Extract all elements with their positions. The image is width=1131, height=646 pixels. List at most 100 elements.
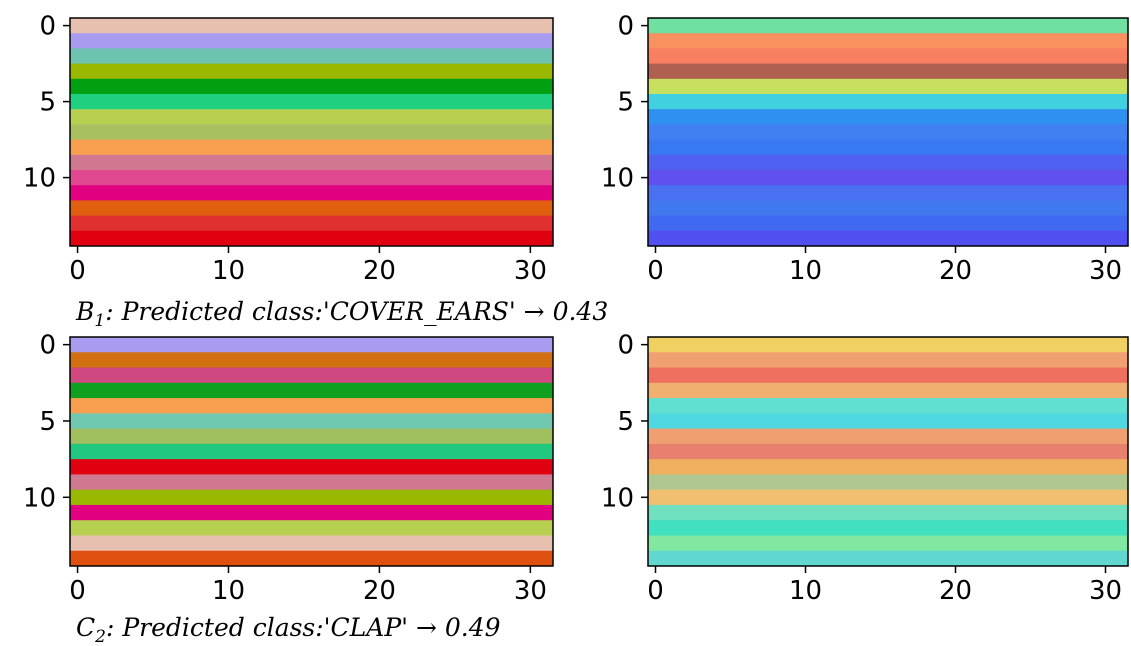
pixel-row bbox=[648, 78, 1128, 95]
pixel-row bbox=[70, 504, 553, 521]
heatmap-panel: 0 10 20 30 0 5 10 bbox=[601, 331, 1129, 606]
pixel-row bbox=[648, 504, 1128, 521]
caption-text: : Predicted class:'COVER_EARS' → 0.43 bbox=[105, 297, 608, 326]
pixel-row bbox=[70, 215, 553, 232]
pixel-row bbox=[648, 520, 1128, 536]
pixel-row bbox=[70, 474, 553, 491]
pixel-row bbox=[648, 154, 1128, 171]
pixel-row bbox=[648, 337, 1128, 353]
x-tick-label: 0 bbox=[69, 576, 86, 606]
pixel-row bbox=[648, 18, 1128, 34]
x-tick-label: 10 bbox=[212, 576, 245, 606]
pixel-row bbox=[648, 94, 1128, 110]
heatmap-panel: 0 10 20 30 0 5 10 bbox=[23, 12, 554, 286]
pixel-row bbox=[70, 170, 553, 186]
y-tick-label: 0 bbox=[617, 331, 634, 361]
pixel-row bbox=[648, 170, 1128, 186]
y-tick-label: 10 bbox=[601, 483, 634, 513]
x-tick-label: 20 bbox=[939, 256, 972, 286]
pixel-row bbox=[70, 352, 553, 369]
x-tick-label: 30 bbox=[1089, 256, 1122, 286]
pixel-row bbox=[648, 124, 1128, 141]
caption: C2: Predicted class:'CLAP' → 0.49 bbox=[76, 613, 501, 646]
pixel-row bbox=[648, 474, 1128, 491]
y-tick-label: 10 bbox=[601, 164, 634, 194]
y-tick-label: 10 bbox=[23, 483, 56, 513]
pixel-row bbox=[648, 200, 1128, 217]
x-tick-label: 10 bbox=[789, 576, 822, 606]
y-tick-label: 0 bbox=[617, 12, 634, 42]
caption-sub: 1 bbox=[94, 311, 105, 331]
x-tick-label: 30 bbox=[1089, 576, 1122, 606]
x-tick-label: 30 bbox=[514, 576, 547, 606]
frame bbox=[647, 336, 1129, 567]
pixel-row bbox=[70, 489, 553, 506]
heatmap-panel: 0 10 20 30 0 5 10 bbox=[23, 331, 554, 606]
x-tick-label: 20 bbox=[363, 256, 396, 286]
pixel-row bbox=[70, 185, 553, 201]
pixel-row bbox=[648, 535, 1128, 552]
pixel-row bbox=[648, 33, 1128, 49]
pixel-row bbox=[70, 94, 553, 110]
frame bbox=[69, 336, 554, 567]
pixel-row bbox=[70, 48, 553, 65]
pixel-row bbox=[70, 535, 553, 552]
x-tick-label: 0 bbox=[647, 576, 664, 606]
y-tick-label: 5 bbox=[39, 407, 56, 437]
pixel-row bbox=[70, 367, 553, 384]
pixel-row bbox=[648, 382, 1128, 399]
pixel-row bbox=[648, 352, 1128, 369]
pixel-row bbox=[70, 33, 553, 49]
y-tick-label: 10 bbox=[23, 164, 56, 194]
x-tick-label: 10 bbox=[212, 256, 245, 286]
pixel-row bbox=[70, 382, 553, 399]
caption-sub: 2 bbox=[94, 627, 106, 646]
pixel-row bbox=[70, 428, 553, 445]
pixel-row bbox=[70, 154, 553, 171]
pixel-row bbox=[648, 428, 1128, 445]
x-tick-label: 0 bbox=[69, 256, 86, 286]
pixel-row bbox=[648, 398, 1128, 414]
pixel-row bbox=[648, 48, 1128, 65]
pixel-row bbox=[70, 78, 553, 95]
pixel-row bbox=[70, 337, 553, 353]
pixel-row bbox=[70, 230, 553, 247]
pixel-row bbox=[648, 109, 1128, 125]
pixel-row bbox=[70, 443, 553, 460]
y-tick-label: 5 bbox=[39, 88, 56, 118]
y-tick-label: 0 bbox=[39, 12, 56, 42]
frame bbox=[647, 17, 1129, 247]
caption: B1: Predicted class:'COVER_EARS' → 0.43 bbox=[75, 297, 608, 331]
pixel-row bbox=[70, 63, 553, 80]
pixel-row bbox=[70, 459, 553, 475]
pixel-row bbox=[70, 200, 553, 217]
pixel-row bbox=[648, 63, 1128, 80]
y-tick-label: 5 bbox=[617, 407, 634, 437]
y-tick-label: 0 bbox=[39, 331, 56, 361]
pixel-row bbox=[70, 550, 553, 567]
pixel-row bbox=[648, 215, 1128, 232]
pixel-row bbox=[648, 459, 1128, 475]
pixel-row bbox=[648, 443, 1128, 460]
pixel-row bbox=[648, 230, 1128, 247]
x-tick-label: 20 bbox=[939, 576, 972, 606]
pixel-row bbox=[70, 139, 553, 156]
pixel-row bbox=[70, 520, 553, 536]
pixel-row bbox=[70, 124, 553, 141]
pixel-row bbox=[70, 413, 553, 430]
x-tick-label: 30 bbox=[514, 256, 547, 286]
x-tick-label: 20 bbox=[363, 576, 396, 606]
y-tick-label: 5 bbox=[617, 88, 634, 118]
pixel-row bbox=[70, 398, 553, 414]
pixel-row bbox=[70, 109, 553, 125]
x-tick-label: 0 bbox=[647, 256, 664, 286]
pixel-row bbox=[648, 185, 1128, 201]
frame bbox=[69, 17, 554, 247]
caption-text: : Predicted class:'CLAP' → 0.49 bbox=[106, 613, 501, 642]
pixel-row bbox=[648, 550, 1128, 567]
pixel-row bbox=[648, 489, 1128, 506]
heatmap-panel: 0 10 20 30 0 5 10 bbox=[601, 12, 1129, 286]
pixel-row bbox=[648, 139, 1128, 156]
